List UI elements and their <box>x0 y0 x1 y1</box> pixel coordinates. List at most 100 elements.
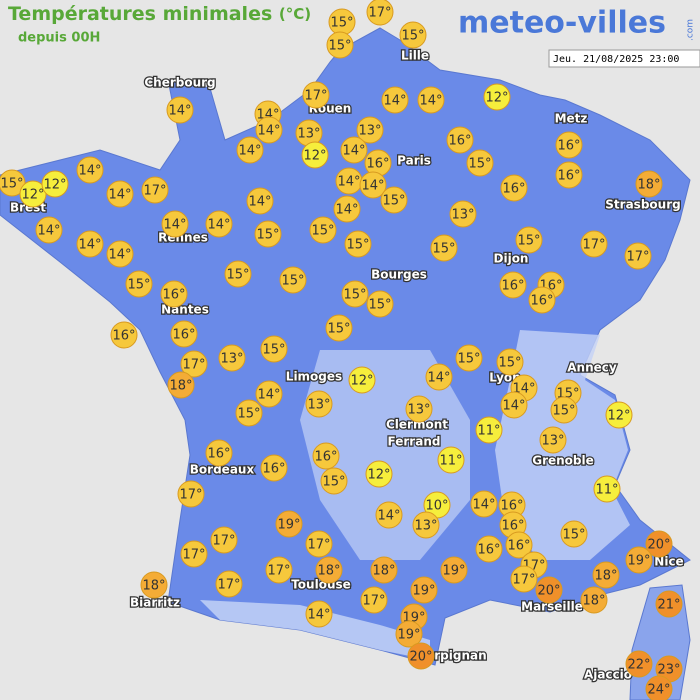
marker-circle <box>235 399 263 427</box>
marker-label: 15° <box>127 278 150 293</box>
marker-circle <box>560 520 588 548</box>
temperature-marker: 17° <box>177 480 205 508</box>
marker-circle <box>655 590 683 618</box>
title: Températures minimales (°C) <box>8 3 311 25</box>
marker-label: 14° <box>427 371 450 386</box>
marker-circle <box>475 416 503 444</box>
marker-circle <box>326 31 354 59</box>
marker-circle <box>430 234 458 262</box>
temperature-marker: 16° <box>528 286 556 314</box>
temperature-marker: 11° <box>475 416 503 444</box>
marker-circle <box>449 200 477 228</box>
marker-label: 20° <box>537 584 560 599</box>
marker-label: 14° <box>108 248 131 263</box>
marker-label: 23° <box>657 663 680 678</box>
temperature-marker: 17° <box>510 565 538 593</box>
marker-circle <box>496 348 524 376</box>
marker-label: 16° <box>448 134 471 149</box>
marker-label: 20° <box>647 538 670 553</box>
temperature-marker: 15° <box>235 399 263 427</box>
city-label: Ferrand <box>388 435 441 449</box>
marker-label: 16° <box>262 462 285 477</box>
marker-circle <box>301 141 329 169</box>
marker-circle <box>555 161 583 189</box>
temperature-marker: 12° <box>348 366 376 394</box>
temperature-marker: 15° <box>260 335 288 363</box>
marker-circle <box>215 570 243 598</box>
city-label: Annecy <box>567 361 617 375</box>
marker-label: 24° <box>647 683 670 698</box>
marker-circle <box>635 170 663 198</box>
marker-label: 14° <box>248 195 271 210</box>
temperature-marker: 13° <box>449 200 477 228</box>
marker-label: 13° <box>407 403 430 418</box>
marker-label: 17° <box>512 573 535 588</box>
city-label: Bourges <box>371 268 427 282</box>
marker-label: 15° <box>432 242 455 257</box>
marker-label: 15° <box>382 194 405 209</box>
marker-circle <box>356 116 384 144</box>
marker-circle <box>592 561 620 589</box>
marker-label: 14° <box>383 94 406 109</box>
city-label: Bordeaux <box>190 463 255 477</box>
temperature-marker: 15° <box>224 260 252 288</box>
marker-circle <box>341 280 369 308</box>
marker-circle <box>370 556 398 584</box>
temperature-marker: 15° <box>496 348 524 376</box>
date: Jeu. 21/08/2025 23:00 <box>553 54 679 65</box>
marker-circle <box>366 290 394 318</box>
marker-label: 16° <box>366 157 389 172</box>
marker-label: 17° <box>267 564 290 579</box>
marker-circle <box>366 0 394 26</box>
temperature-marker: 15° <box>254 220 282 248</box>
marker-label: 15° <box>368 298 391 313</box>
marker-label: 15° <box>346 238 369 253</box>
marker-label: 14° <box>419 94 442 109</box>
marker-label: 16° <box>557 169 580 184</box>
temperature-marker: 17° <box>180 540 208 568</box>
marker-label: 16° <box>557 139 580 154</box>
temperature-marker: 18° <box>580 586 608 614</box>
marker-circle <box>365 460 393 488</box>
marker-label: 17° <box>182 358 205 373</box>
temperature-marker: 14° <box>500 391 528 419</box>
temperature-marker: 14° <box>246 187 274 215</box>
date-box <box>548 49 700 68</box>
marker-label: 11° <box>439 454 462 469</box>
marker-circle <box>275 510 303 538</box>
temperature-marker: 15° <box>344 230 372 258</box>
marker-circle <box>381 86 409 114</box>
marker-circle <box>348 366 376 394</box>
city-label: Paris <box>397 154 431 168</box>
marker-circle <box>305 390 333 418</box>
marker-label: 13° <box>307 398 330 413</box>
city-label: Dijon <box>494 252 529 266</box>
city-label: Grenoble <box>532 454 594 468</box>
temperature-marker: 16° <box>260 454 288 482</box>
marker-label: 14° <box>335 203 358 218</box>
temperature-marker: 16° <box>505 531 533 559</box>
temperature-marker: 22° <box>625 650 653 678</box>
marker-circle <box>360 586 388 614</box>
marker-label: 14° <box>307 608 330 623</box>
marker-circle <box>177 480 205 508</box>
temperature-marker: 14° <box>305 600 333 628</box>
marker-label: 16° <box>207 447 230 462</box>
temperature-marker: 14° <box>76 230 104 258</box>
temperature-marker: 17° <box>302 81 330 109</box>
temperature-marker: 21° <box>655 590 683 618</box>
temperature-marker: 18° <box>370 556 398 584</box>
temperature-marker: 14° <box>106 240 134 268</box>
temperature-marker: 17° <box>180 350 208 378</box>
marker-label: 15° <box>256 228 279 243</box>
marker-circle <box>167 371 195 399</box>
temperature-marker: 18° <box>592 561 620 589</box>
marker-label: 18° <box>317 564 340 579</box>
marker-circle <box>407 642 435 670</box>
temperature-marker: 13° <box>356 116 384 144</box>
temperature-marker: 11° <box>593 475 621 503</box>
marker-circle <box>625 546 653 574</box>
temperature-marker: 15° <box>0 169 26 197</box>
temperature-marker: 17° <box>305 530 333 558</box>
marker-circle <box>499 271 527 299</box>
